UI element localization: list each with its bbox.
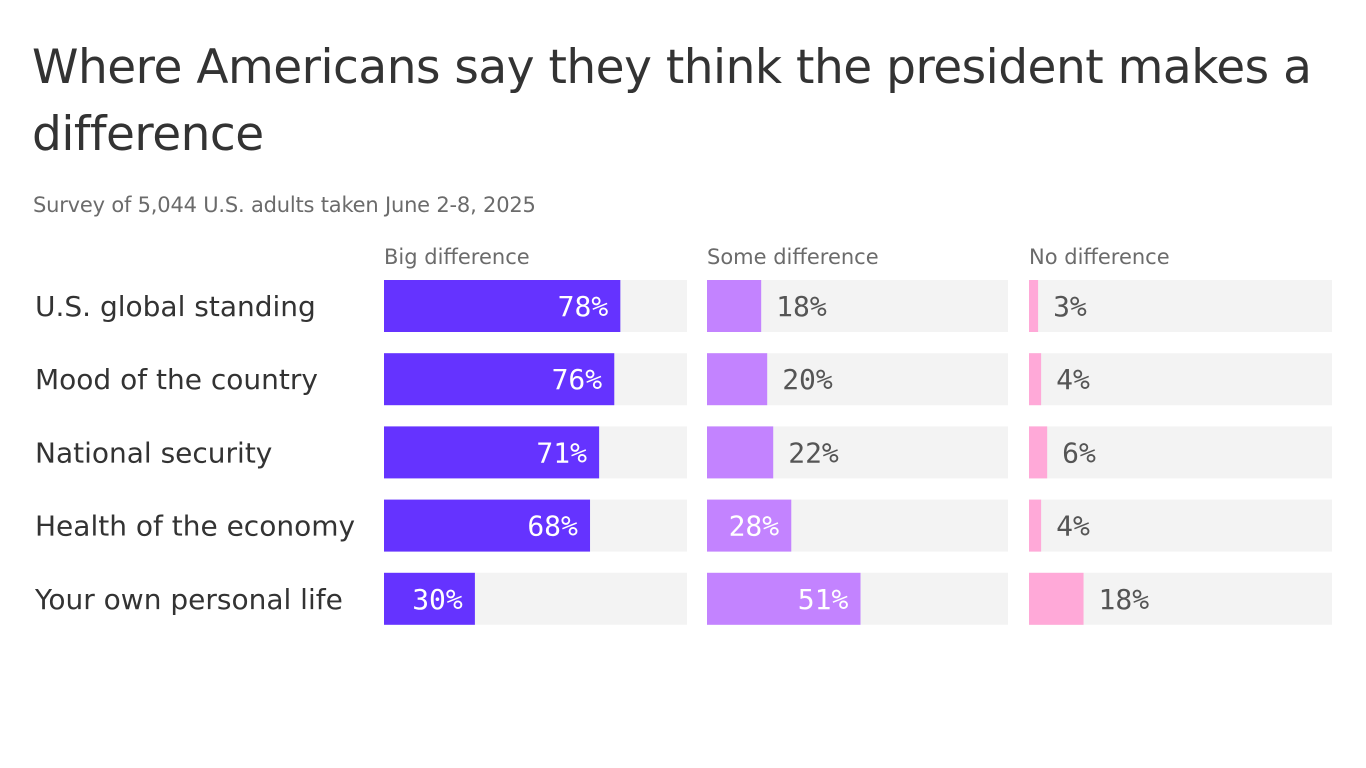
data-label: 28% [729,510,780,543]
bar-no-difference [1029,499,1042,552]
data-label: 4% [1056,363,1090,396]
data-label: 4% [1056,510,1090,543]
bar-no-difference [1029,426,1048,479]
bar-big-difference [384,353,615,406]
category-label: Health of the economy [35,510,355,543]
data-label: 3% [1053,290,1087,323]
bar-track [1029,426,1332,479]
bar-some-difference [707,572,861,625]
bar-big-difference [384,426,600,479]
data-label: 18% [1099,583,1150,616]
category-label: National security [35,436,272,469]
bar-track [1029,353,1332,406]
data-label: 30% [412,583,463,616]
bar-no-difference [1029,280,1039,332]
data-label: 68% [527,510,578,543]
data-label: 22% [788,436,839,469]
category-label: Mood of the country [35,363,318,396]
bar-some-difference [707,499,792,552]
chart-title: Where Americans say they think the presi… [32,40,1312,162]
data-label: 20% [782,363,833,396]
chart-subtitle: Survey of 5,044 U.S. adults taken June 2… [33,193,536,217]
bar-big-difference [384,280,621,332]
bar-no-difference [1029,353,1042,406]
data-label: 18% [776,290,827,323]
bar-some-difference [707,426,774,479]
bar-no-difference [1029,572,1084,625]
bar-track [1029,280,1332,332]
data-label: 78% [558,290,609,323]
category-label: Your own personal life [34,583,343,616]
column-header-some-difference: Some difference [707,245,879,269]
column-header-no-difference: No difference [1029,245,1170,269]
bar-track [1029,499,1332,552]
bar-some-difference [707,280,762,332]
data-label: 71% [536,436,587,469]
data-label: 6% [1062,436,1096,469]
bar-big-difference [384,499,591,552]
category-label: U.S. global standing [35,290,316,323]
data-label: 76% [552,363,603,396]
bar-big-difference [384,572,475,625]
bar-some-difference [707,353,768,406]
column-header-big-difference: Big difference [384,245,530,269]
data-label: 51% [798,583,849,616]
